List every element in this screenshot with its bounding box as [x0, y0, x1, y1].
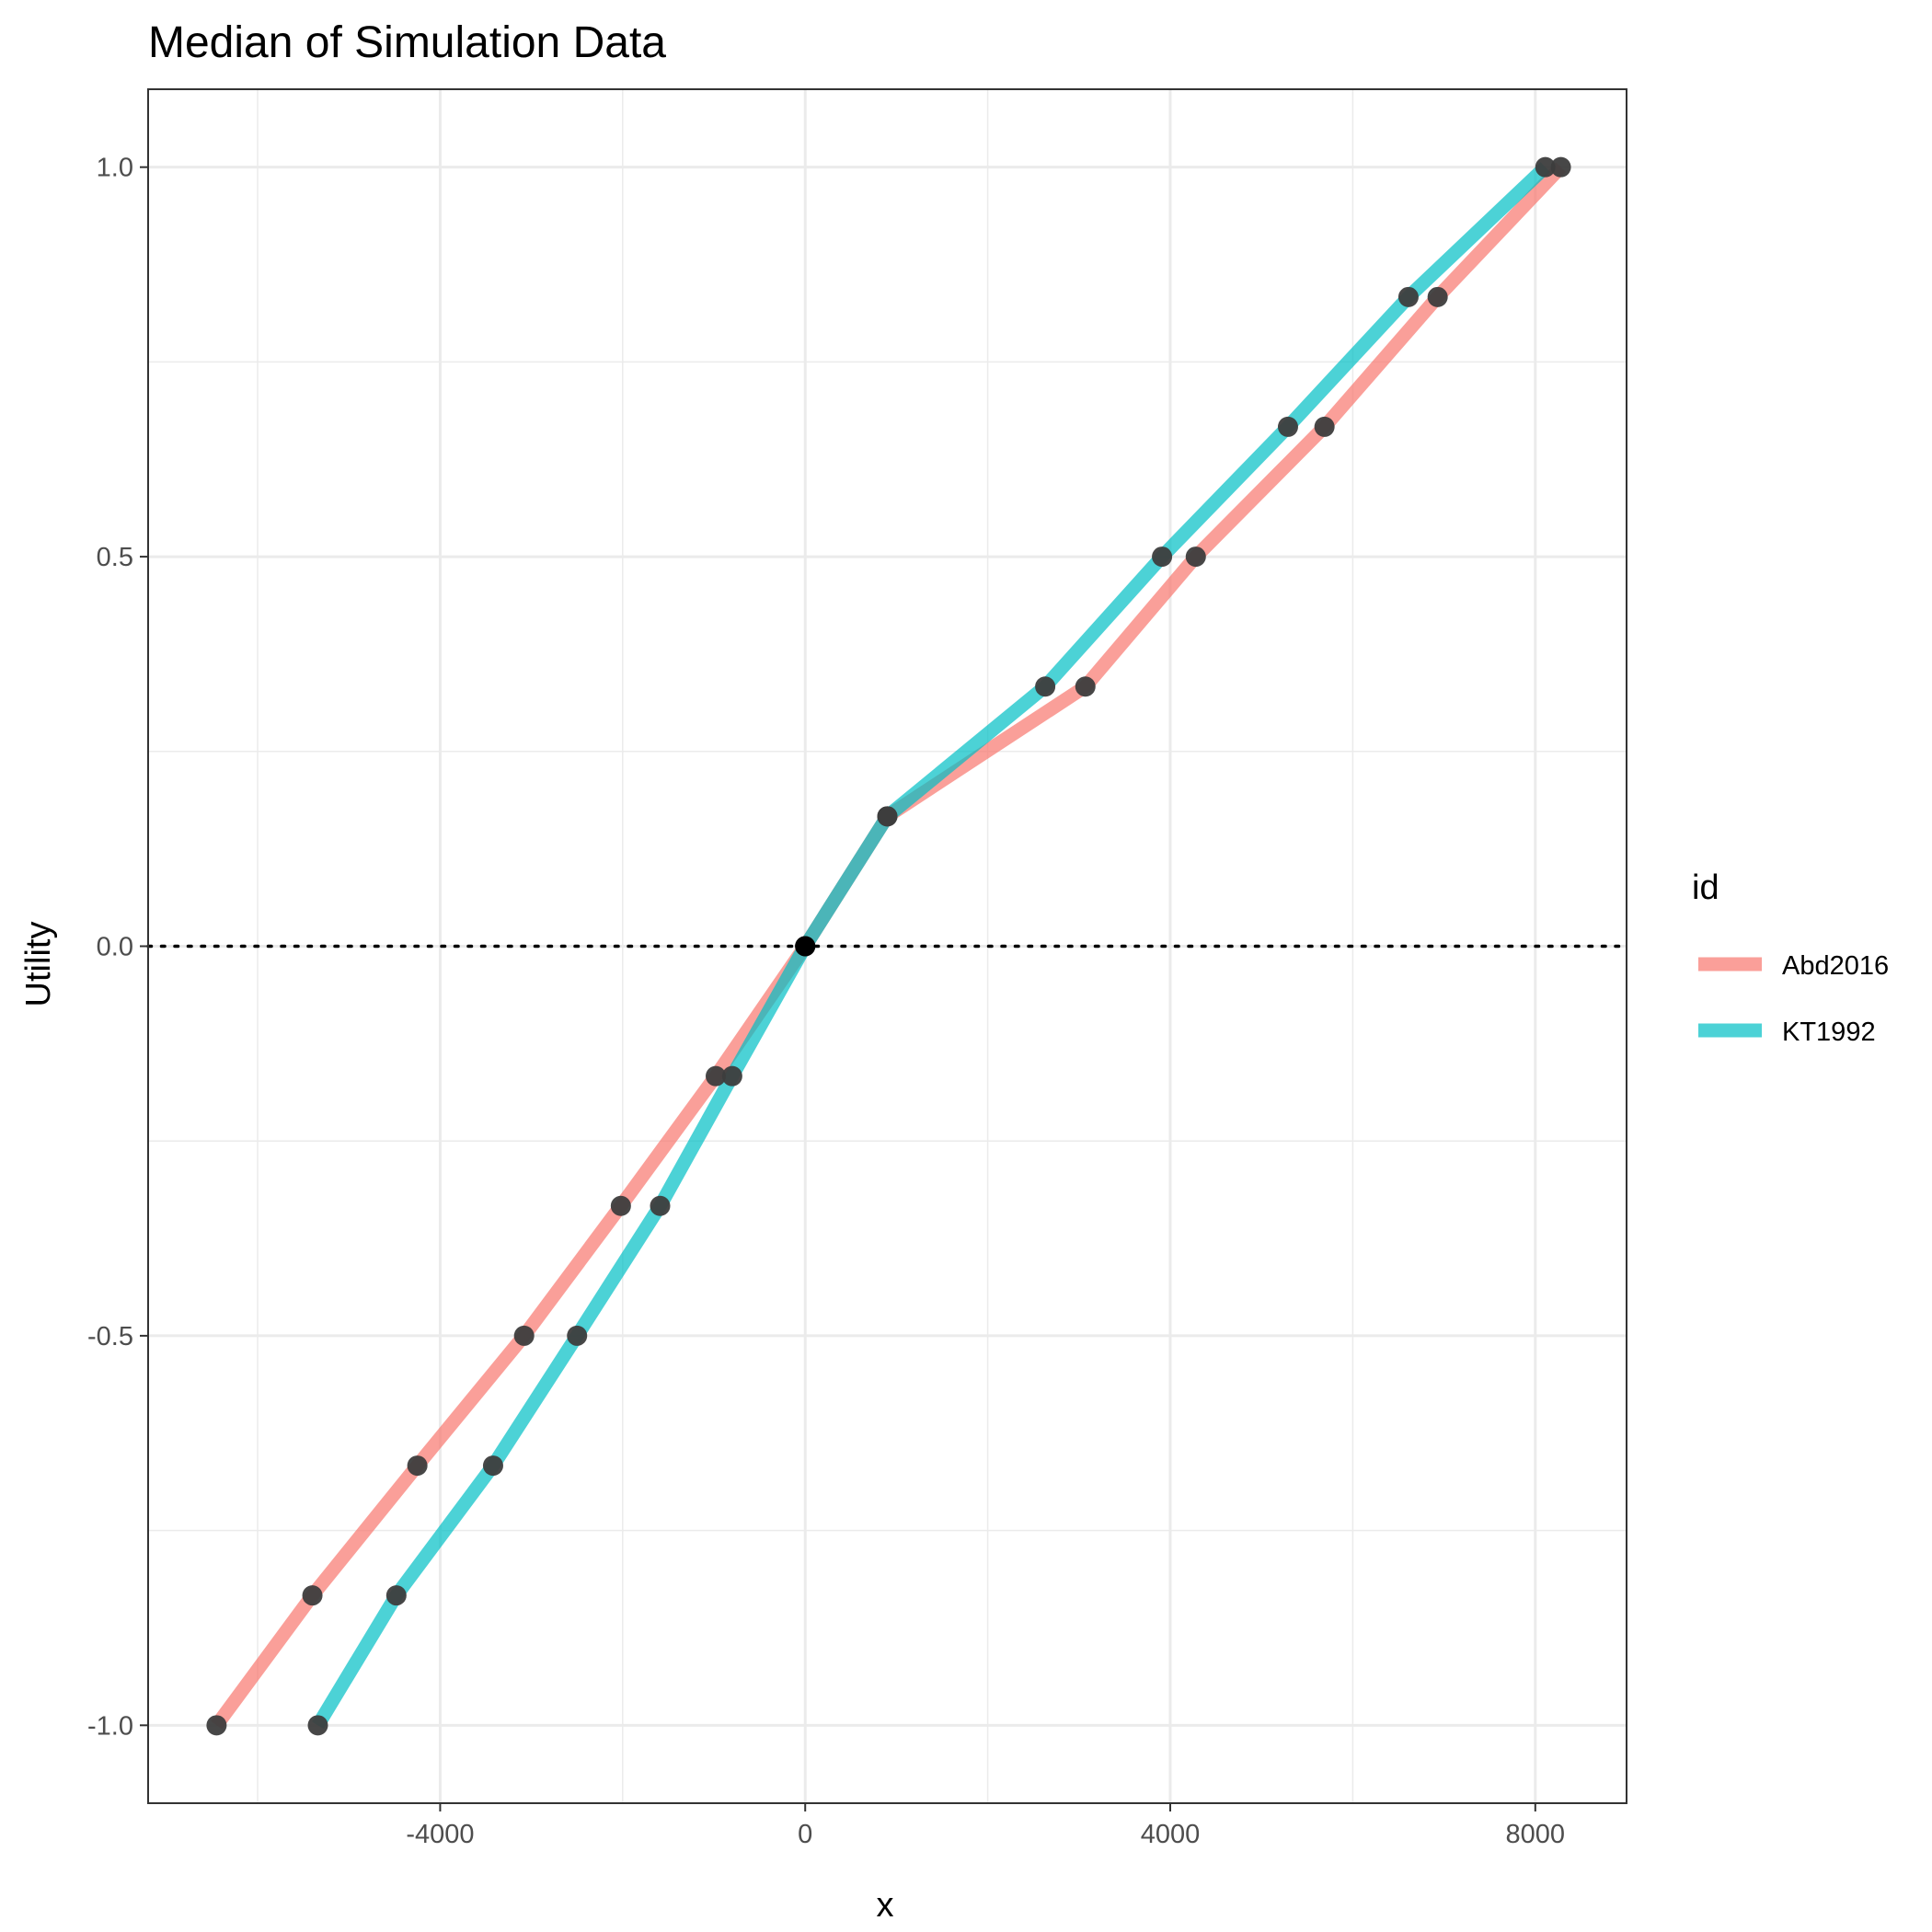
data-point-KT1992: [482, 1455, 503, 1477]
data-point-KT1992: [1397, 286, 1419, 307]
data-point-KT1992: [307, 1715, 328, 1736]
data-point-Abd2016: [1185, 546, 1206, 568]
x-tick-label: 4000: [1141, 1820, 1201, 1849]
data-point-KT1992: [877, 806, 898, 827]
y-tick-label: -0.5: [87, 1322, 133, 1351]
data-point-Abd2016: [1427, 286, 1448, 307]
chart-title: Median of Simulation Data: [148, 18, 666, 67]
origin-point: [795, 936, 816, 957]
legend-label-Abd2016: Abd2016: [1782, 951, 1889, 981]
data-point-KT1992: [567, 1325, 588, 1346]
data-point-Abd2016: [1314, 416, 1335, 437]
data-point-KT1992: [650, 1195, 671, 1216]
data-point-Abd2016: [206, 1715, 227, 1736]
x-tick-label: 0: [798, 1820, 812, 1849]
data-point-Abd2016: [706, 1065, 727, 1087]
data-point-Abd2016: [610, 1195, 631, 1216]
y-tick-label: 0.0: [97, 933, 133, 962]
data-point-Abd2016: [1075, 676, 1096, 697]
legend: id Abd2016 KT1992: [1692, 868, 1889, 1047]
legend-title: id: [1692, 868, 1719, 907]
x-tick-label: -4000: [406, 1820, 474, 1849]
data-point-Abd2016: [1550, 156, 1571, 178]
data-point-KT1992: [1535, 156, 1556, 178]
data-point-KT1992: [385, 1585, 407, 1606]
data-point-Abd2016: [513, 1325, 535, 1346]
data-point-KT1992: [1152, 546, 1173, 568]
legend-label-KT1992: KT1992: [1782, 1018, 1876, 1047]
y-tick-label: 1.0: [97, 154, 133, 183]
data-point-KT1992: [721, 1065, 742, 1087]
y-tick-label: 0.5: [97, 543, 133, 572]
plot-panel: [146, 88, 1628, 1804]
data-point-Abd2016: [302, 1585, 323, 1606]
data-point-Abd2016: [407, 1455, 428, 1477]
data-point-KT1992: [1035, 676, 1056, 697]
x-axis-title: x: [877, 1886, 894, 1925]
y-axis-title: Utility: [19, 922, 58, 1007]
y-tick-label: -1.0: [87, 1711, 133, 1741]
data-point-KT1992: [1277, 416, 1298, 437]
x-tick-label: 8000: [1506, 1820, 1566, 1849]
